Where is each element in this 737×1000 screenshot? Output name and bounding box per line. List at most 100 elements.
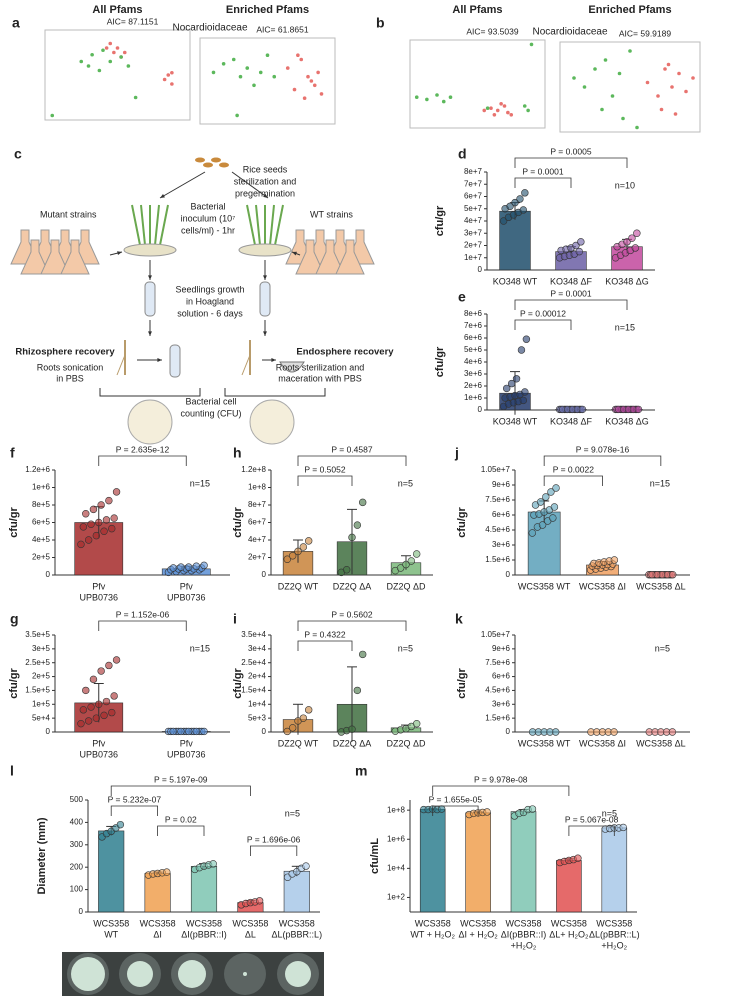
data-point — [358, 498, 367, 507]
panel-label: c — [14, 146, 22, 162]
chart-subtitle: AIC= 93.5039 — [466, 26, 518, 36]
point — [645, 80, 650, 85]
panel-label: g — [10, 611, 19, 627]
data-point — [89, 675, 98, 684]
bar — [190, 866, 218, 913]
x-tick-label: WCS358 WT — [518, 738, 571, 748]
y-tick-label: 200 — [70, 862, 84, 871]
diagram-text: counting (CFU) — [180, 408, 241, 418]
point — [299, 57, 304, 62]
point — [101, 48, 105, 53]
y-tick-label: 100 — [70, 885, 84, 894]
point — [302, 96, 307, 100]
point — [509, 113, 514, 117]
y-axis-label: cfu/gr — [232, 507, 244, 538]
data-point — [184, 727, 193, 736]
x-tick-label: WCS358 — [460, 918, 496, 928]
point — [122, 50, 127, 55]
x-tick-label: ΔL(pBBR::L) — [589, 929, 640, 939]
point — [86, 64, 91, 68]
diagram-shape — [131, 204, 141, 246]
comparison-bracket — [514, 157, 628, 168]
diagram-text: maceration with PBS — [278, 373, 362, 383]
diagram-shape — [259, 281, 271, 317]
y-tick-label: 6e+7 — [248, 518, 267, 527]
data-point — [169, 564, 177, 572]
chart-title: All Pfams — [452, 4, 502, 16]
data-point — [102, 516, 111, 524]
y-tick-label: 6e+6 — [492, 510, 511, 519]
data-point — [177, 563, 185, 571]
x-tick-label: KO348 WT — [493, 276, 538, 286]
plot-frame — [44, 29, 191, 121]
point — [582, 85, 587, 89]
y-tick-label: 0 — [506, 570, 511, 579]
data-point — [288, 724, 297, 732]
y-tick-label: 0 — [478, 405, 483, 414]
point — [50, 113, 55, 118]
diagram-text: cells/ml) - 1hr — [181, 225, 235, 235]
point — [170, 70, 174, 75]
data-point — [407, 557, 416, 565]
y-tick-label: 1e+8 — [387, 805, 406, 814]
point — [670, 85, 674, 89]
y-axis-label: cfu/gr — [434, 346, 446, 377]
point — [119, 55, 123, 59]
data-point — [516, 195, 524, 203]
comparison-bracket — [297, 475, 353, 486]
data-point — [95, 518, 103, 527]
point — [572, 76, 576, 80]
bar — [419, 808, 446, 913]
y-tick-label: 2.5e+4 — [241, 658, 266, 667]
diagram-text: solution - 6 days — [177, 308, 243, 318]
y-tick-label: 1.2e+6 — [25, 465, 50, 474]
comparison-bracket — [250, 845, 298, 856]
data-point — [192, 562, 201, 570]
y-tick-label: 5e+4 — [32, 713, 51, 722]
diagram-shape — [159, 204, 169, 246]
p-value: P = 0.0001 — [522, 166, 563, 176]
p-value: P = 0.0022 — [553, 464, 594, 474]
data-point — [304, 537, 313, 545]
diagram-shape — [99, 388, 201, 397]
y-tick-label: 2e+7 — [248, 553, 267, 562]
point — [90, 52, 94, 57]
point — [522, 104, 527, 108]
data-point — [412, 550, 421, 558]
comparison-bracket — [98, 455, 187, 466]
colony — [243, 972, 247, 976]
y-tick-label: 3e+6 — [464, 369, 483, 378]
diagram-shape — [269, 204, 275, 246]
colony — [127, 961, 153, 987]
x-tick-label: ΔI + H₂O₂ — [458, 929, 498, 939]
point — [79, 59, 84, 64]
diagram-shape — [246, 204, 256, 246]
diagram-shape — [263, 331, 267, 336]
x-tick-label: WT + H₂O₂ — [410, 929, 455, 939]
p-value: P = 5.067e-08 — [565, 814, 619, 824]
p-value: P = 9.978e-08 — [474, 774, 528, 784]
x-tick-label: Pfv — [92, 738, 106, 748]
y-tick-label: 1e+7 — [464, 253, 483, 262]
data-point — [511, 198, 519, 207]
y-tick-label: 8e+5 — [32, 500, 51, 509]
y-tick-label: 4e+6 — [464, 357, 483, 366]
data-point — [578, 405, 587, 414]
point — [414, 95, 419, 99]
point — [112, 50, 116, 55]
point — [684, 89, 688, 94]
y-tick-label: 0 — [506, 727, 511, 736]
x-tick-label: WCS358 — [279, 918, 315, 928]
point — [492, 113, 497, 117]
panel-label: j — [454, 445, 459, 461]
y-tick-label: 1e+2 — [387, 893, 406, 902]
p-value: P = 0.5052 — [304, 464, 345, 474]
data-point — [283, 555, 292, 563]
diagram-shape — [148, 331, 152, 336]
data-point — [348, 725, 356, 733]
y-tick-label: 1e+4 — [387, 863, 406, 872]
data-point — [550, 503, 559, 511]
diagram-shape — [127, 399, 173, 445]
p-value: P = 5.197e-09 — [154, 774, 208, 784]
